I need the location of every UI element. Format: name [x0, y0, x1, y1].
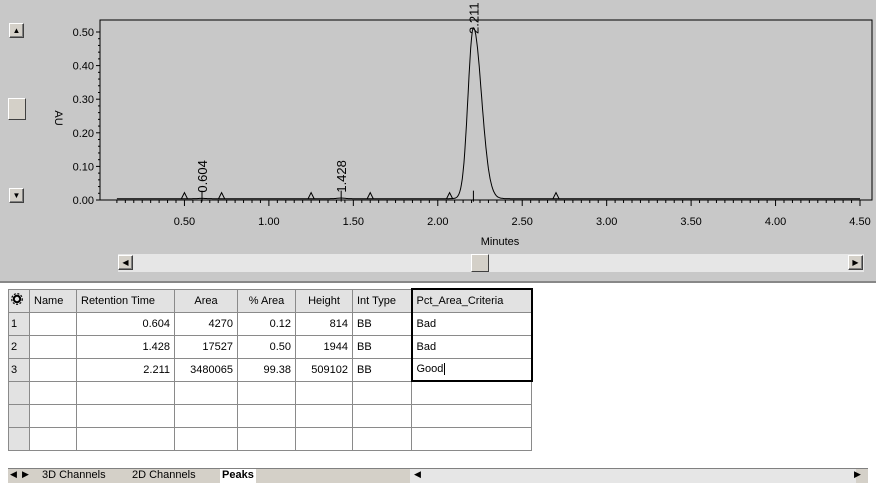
x-tick-label: 3.50	[680, 216, 701, 228]
grid-horizontal-scrollbar[interactable]	[410, 469, 856, 483]
x-tick-label: 2.50	[512, 216, 533, 228]
table-settings-icon[interactable]	[8, 288, 30, 313]
y-axis-label: AU	[52, 110, 64, 125]
sheet-tab-bar: ◀ ▶ 3D Channels 2D Channels Peaks ◀ ▶	[8, 468, 868, 483]
results-grid-pane: Name Retention Time Area % Area Height I…	[0, 285, 876, 483]
row-number[interactable]: 1	[8, 311, 30, 336]
cell-name[interactable]	[29, 334, 77, 359]
scroll-left-button[interactable]: ◀	[118, 255, 133, 270]
cell-pct-area-criteria[interactable]: Bad	[410, 334, 533, 359]
x-tick-label: 4.50	[849, 216, 870, 228]
cell-pct-area-criteria[interactable]: Bad	[410, 311, 533, 336]
cell-name[interactable]	[29, 357, 77, 382]
column-header-name[interactable]: Name	[29, 288, 77, 313]
cell-retention-time[interactable]: 1.428	[76, 334, 175, 359]
integration-marker	[552, 191, 560, 199]
cell-area[interactable]: 17527	[174, 334, 238, 359]
column-header-pct-area[interactable]: % Area	[237, 288, 296, 313]
cell-int-type[interactable]: BB	[352, 357, 412, 382]
row-number[interactable]: 3	[8, 357, 30, 382]
cell-int-type[interactable]: BB	[352, 334, 412, 359]
x-tick-label: 2.00	[427, 216, 448, 228]
column-header-retention-time[interactable]: Retention Time	[76, 288, 175, 313]
integration-marker	[366, 191, 374, 199]
cell-name[interactable]	[29, 311, 77, 336]
y-tick-label: 0.00	[73, 195, 94, 207]
scroll-right-button[interactable]: ▶	[848, 255, 863, 270]
table-row-empty[interactable]	[8, 403, 532, 428]
x-axis-label: Minutes	[481, 236, 520, 248]
cell-area[interactable]: 3480065	[174, 357, 238, 382]
y-tick-label: 0.50	[73, 27, 94, 39]
chromatogram-chart: 0.00 0.10 0.20 0.30 0.40 0.50 AU 0.50 1.00 1.50 2.…	[52, 2, 873, 248]
table-header-row: Name Retention Time Area % Area Height I…	[8, 288, 533, 313]
scroll-up-button[interactable]: ▲	[9, 23, 24, 38]
y-tick-label: 0.30	[73, 94, 94, 106]
peak-label: 2.211	[466, 2, 481, 34]
peak-label: 0.604	[195, 160, 210, 193]
x-tick-label: 1.00	[258, 216, 279, 228]
x-tick-label: 1.50	[343, 216, 364, 228]
table-row-empty[interactable]	[8, 380, 532, 405]
next-tab-arrow-icon[interactable]: ▶	[22, 469, 29, 479]
row-number[interactable]: 2	[8, 334, 30, 359]
cell-pct-area-criteria-editing[interactable]: Good	[410, 357, 533, 382]
text-cursor	[444, 363, 446, 376]
cell-pct-area[interactable]: 99.38	[237, 357, 296, 382]
cell-int-type[interactable]: BB	[352, 311, 412, 336]
grid-scroll-right-icon[interactable]: ▶	[854, 469, 861, 479]
y-tick-label: 0.40	[73, 61, 94, 73]
table-row-empty[interactable]	[8, 426, 532, 451]
tab-peaks[interactable]: Peaks	[220, 469, 256, 483]
tab-2d-channels[interactable]: 2D Channels	[132, 469, 196, 481]
cell-height[interactable]: 1944	[295, 334, 353, 359]
cell-edit-text[interactable]: Good	[416, 363, 444, 376]
integration-marker	[180, 191, 188, 199]
column-header-pct-area-criteria[interactable]: Pct_Area_Criteria	[410, 288, 533, 313]
plot-area	[99, 19, 873, 201]
tab-3d-channels[interactable]: 3D Channels	[42, 469, 106, 481]
column-header-area[interactable]: Area	[174, 288, 238, 313]
table-row[interactable]: 3 2.211 3480065 99.38 509102 BB Good	[8, 357, 533, 382]
integration-marker	[218, 191, 226, 199]
cell-height[interactable]: 509102	[295, 357, 353, 382]
x-tick-label: 4.00	[765, 216, 786, 228]
vertical-scroll-thumb[interactable]	[8, 98, 26, 120]
first-tab-arrow-icon[interactable]: ◀	[10, 469, 17, 479]
chromatogram-trace	[116, 26, 860, 200]
table-row[interactable]: 2 1.428 17527 0.50 1944 BB Bad	[8, 334, 533, 359]
cell-pct-area[interactable]: 0.50	[237, 334, 296, 359]
peak-label: 1.428	[334, 160, 349, 193]
cell-retention-time[interactable]: 0.604	[76, 311, 175, 336]
peaks-table: Name Retention Time Area % Area Height I…	[8, 288, 533, 451]
integration-marker	[446, 191, 454, 199]
cell-retention-time[interactable]: 2.211	[76, 357, 175, 382]
cell-pct-area[interactable]: 0.12	[237, 311, 296, 336]
y-tick-label: 0.20	[73, 128, 94, 140]
y-tick-label: 0.10	[73, 161, 94, 173]
cell-height[interactable]: 814	[295, 311, 353, 336]
grid-scroll-left-icon[interactable]: ◀	[414, 469, 421, 479]
horizontal-scrollbar[interactable]	[118, 254, 864, 272]
table-row[interactable]: 1 0.604 4270 0.12 814 BB Bad	[8, 311, 533, 336]
column-header-height[interactable]: Height	[295, 288, 353, 313]
cell-area[interactable]: 4270	[174, 311, 238, 336]
x-tick-label: 3.00	[596, 216, 617, 228]
x-tick-label: 0.50	[174, 216, 195, 228]
horizontal-scroll-thumb[interactable]	[471, 254, 489, 272]
chromatogram-pane: 0.00 0.10 0.20 0.30 0.40 0.50 AU 0.50 1.00 1.50 2.…	[0, 0, 876, 283]
column-header-int-type[interactable]: Int Type	[352, 288, 412, 313]
integration-marker	[307, 191, 315, 199]
scroll-down-button[interactable]: ▼	[9, 188, 24, 203]
